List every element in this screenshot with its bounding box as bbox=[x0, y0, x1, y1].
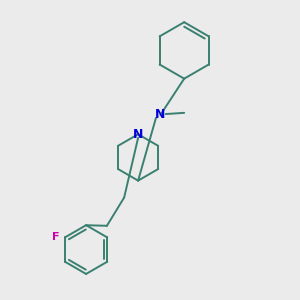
Text: N: N bbox=[155, 108, 166, 122]
Text: N: N bbox=[133, 128, 143, 141]
Text: F: F bbox=[52, 232, 60, 242]
